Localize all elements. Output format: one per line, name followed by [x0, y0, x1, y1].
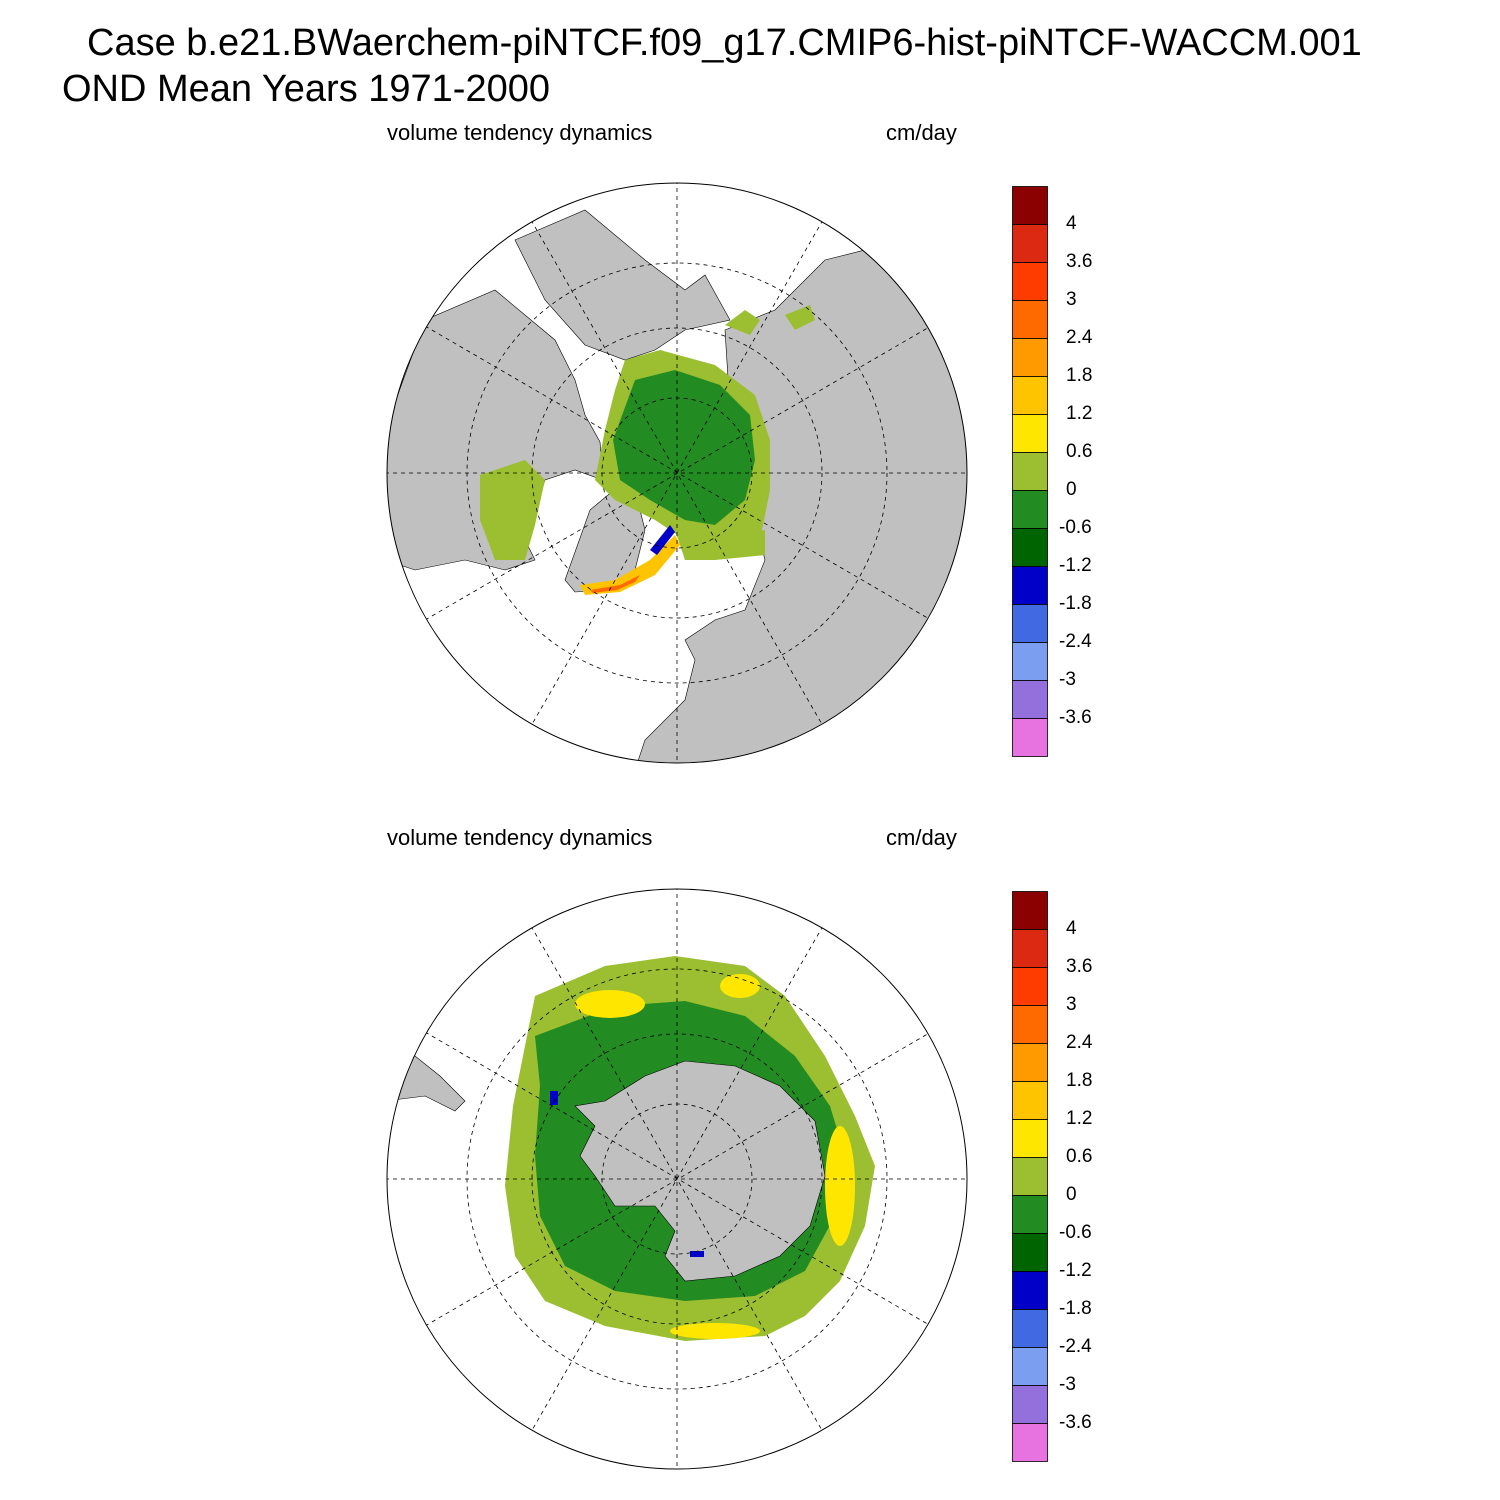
colorbar-tick-label: 3.6 — [1066, 251, 1093, 272]
bering-sea-data — [725, 310, 760, 335]
colorbar-tick-label: 1.2 — [1066, 1108, 1093, 1129]
colorbar-tick-label: -1.8 — [1059, 593, 1092, 614]
figure-subtitle: OND Mean Years 1971-2000 — [62, 68, 550, 110]
north-variable-label: volume tendency dynamics — [387, 120, 653, 145]
colorbar-tick-label: 3.6 — [1066, 956, 1093, 977]
colorbar-tick-label: 1.2 — [1066, 403, 1093, 424]
colorbar-tick-label: 0 — [1066, 1184, 1077, 1205]
north-polar-map — [386, 182, 968, 764]
colorbar-swatch — [1012, 1005, 1048, 1044]
colorbar-swatch — [1012, 1233, 1048, 1272]
colorbar-swatch — [1012, 300, 1048, 339]
colorbar-tick-label: 0.6 — [1066, 441, 1093, 462]
colorbar-tick-label: -3 — [1059, 669, 1076, 690]
colorbar-swatch — [1012, 1043, 1048, 1082]
weddell-positive-band — [575, 990, 645, 1018]
south-variable-label: volume tendency dynamics — [387, 825, 653, 850]
colorbar-tick-label: -1.8 — [1059, 1298, 1092, 1319]
colorbar-swatch — [1012, 186, 1048, 225]
colorbar-tick-label: -2.4 — [1059, 1336, 1092, 1357]
colorbar-swatch — [1012, 1385, 1048, 1424]
colorbar-tick-label: 2.4 — [1066, 327, 1093, 348]
colorbar-tick-label: 1.8 — [1066, 1070, 1093, 1091]
colorbar-tick-label: 2.4 — [1066, 1032, 1093, 1053]
north-america-land — [387, 289, 604, 571]
colorbar-tick-label: -0.6 — [1059, 517, 1092, 538]
colorbar-tick-label: -3.6 — [1059, 1412, 1092, 1433]
colorbar-swatch — [1012, 376, 1048, 415]
okhotsk-data — [785, 305, 815, 330]
colorbar-tick-label: 1.8 — [1066, 365, 1093, 386]
figure-title: Case b.e21.BWaerchem-piNTCF.f09_g17.CMIP… — [87, 22, 1362, 64]
colorbar-swatch — [1012, 680, 1048, 719]
colorbar-tick-label: 0.6 — [1066, 1146, 1093, 1167]
colorbar-tick-label: 3 — [1066, 994, 1077, 1015]
colorbar-swatch — [1012, 1271, 1048, 1310]
colorbar-swatch — [1012, 718, 1048, 757]
colorbar-swatch — [1012, 1081, 1048, 1120]
east-greenland-positive-band — [590, 575, 640, 593]
colorbar-swatch — [1012, 1195, 1048, 1234]
south-polar-map — [386, 888, 968, 1470]
east-antarctic-positive-band — [825, 1126, 855, 1246]
north-units-label: cm/day — [886, 120, 957, 145]
ross-positive-band — [720, 974, 760, 998]
colorbar-tick-label: -0.6 — [1059, 1222, 1092, 1243]
colorbar-tick-label: -2.4 — [1059, 631, 1092, 652]
colorbar-swatch — [1012, 224, 1048, 263]
colorbar-tick-label: 4 — [1066, 213, 1077, 234]
ross-negative-patch — [690, 1251, 704, 1257]
south-positive-band — [670, 1323, 760, 1339]
colorbar-swatch — [1012, 967, 1048, 1006]
colorbar-swatch — [1012, 929, 1048, 968]
antarctica-land — [574, 1060, 826, 1282]
south-units-label: cm/day — [886, 825, 957, 850]
colorbar-swatch — [1012, 1309, 1048, 1348]
colorbar-tick-label: -1.2 — [1059, 1260, 1092, 1281]
colorbar-swatch — [1012, 642, 1048, 681]
hudson-bay-data — [480, 460, 545, 560]
colorbar-swatch — [1012, 262, 1048, 301]
colorbar-swatch — [1012, 1119, 1048, 1158]
fram-strait-negative — [650, 525, 675, 555]
colorbar-swatch — [1012, 566, 1048, 605]
north-colorbar — [1012, 186, 1048, 757]
south-colorbar — [1012, 891, 1048, 1462]
alaska-siberia-land — [514, 209, 731, 361]
colorbar-tick-label: -3 — [1059, 1374, 1076, 1395]
colorbar-swatch — [1012, 338, 1048, 377]
colorbar-swatch — [1012, 528, 1048, 567]
colorbar-swatch — [1012, 452, 1048, 491]
colorbar-tick-label: -3.6 — [1059, 707, 1092, 728]
colorbar-tick-label: 0 — [1066, 479, 1077, 500]
barents-sea-data — [675, 530, 765, 560]
colorbar-swatch — [1012, 414, 1048, 453]
colorbar-tick-label: 4 — [1066, 918, 1077, 939]
colorbar-swatch — [1012, 891, 1048, 930]
weddell-negative-patch — [550, 1091, 558, 1105]
colorbar-swatch — [1012, 604, 1048, 643]
colorbar-swatch — [1012, 1157, 1048, 1196]
arctic-basin-core — [613, 370, 755, 525]
colorbar-tick-label: 3 — [1066, 289, 1077, 310]
colorbar-tick-label: -1.2 — [1059, 555, 1092, 576]
colorbar-swatch — [1012, 490, 1048, 529]
colorbar-swatch — [1012, 1347, 1048, 1386]
colorbar-swatch — [1012, 1423, 1048, 1462]
